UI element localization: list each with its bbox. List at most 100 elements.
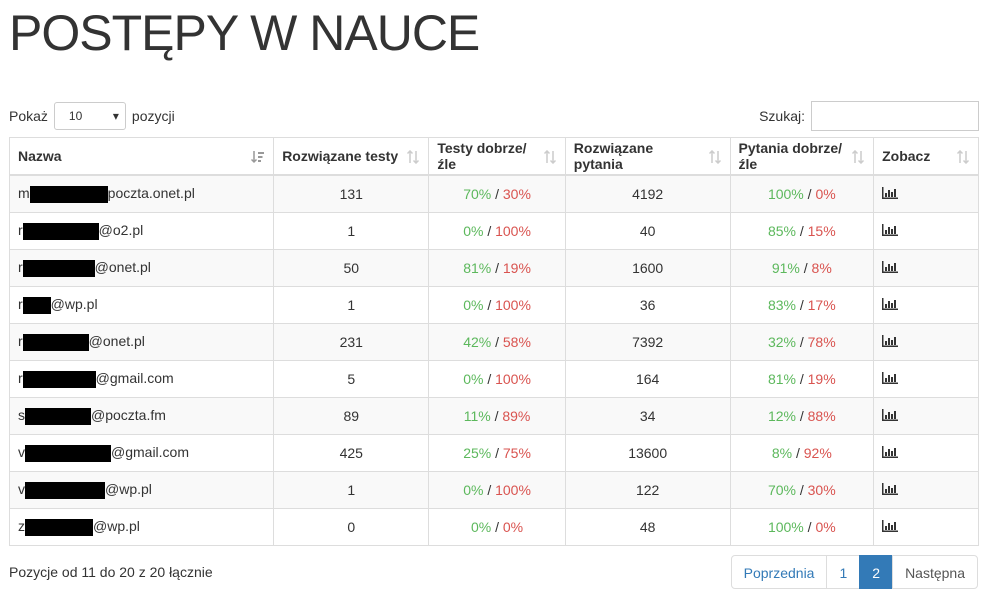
view-stats-icon[interactable] xyxy=(882,260,899,276)
ratio-cell: 0% / 100% xyxy=(428,360,566,398)
email-prefix: r xyxy=(18,333,23,350)
ratio-separator: / xyxy=(495,334,499,350)
ratio-separator: / xyxy=(807,519,812,535)
column-header[interactable]: Rozwiązane pytania xyxy=(564,137,731,176)
questions-count: 122 xyxy=(564,471,731,509)
tests-count: 425 xyxy=(273,434,430,472)
column-header[interactable]: Nazwa xyxy=(8,137,275,176)
bad-percent: 78% xyxy=(807,334,836,350)
view-stats-icon[interactable] xyxy=(882,482,899,498)
ratio-cell: 0% / 100% xyxy=(428,212,566,250)
bad-percent: 19% xyxy=(807,371,836,387)
bad-percent: 100% xyxy=(495,223,531,239)
email-suffix: @gmail.com xyxy=(111,444,190,461)
good-percent: 42% xyxy=(463,334,492,350)
ratio-cell: 85% / 15% xyxy=(729,212,875,250)
ratio-separator: / xyxy=(495,260,499,276)
good-percent: 8% xyxy=(771,445,793,461)
view-stats-icon[interactable] xyxy=(882,445,899,461)
good-percent: 0% xyxy=(463,371,484,387)
view-stats-icon[interactable] xyxy=(882,186,899,202)
page-button[interactable]: Następna xyxy=(892,555,978,589)
column-header[interactable]: Testy dobrze/źle xyxy=(428,137,566,176)
name-cell: v @wp.pl xyxy=(8,471,275,509)
table-row: z @wp.pl 0 0% / 0% 48 100% / 0% xyxy=(8,508,979,546)
ratio-separator: / xyxy=(495,519,499,535)
email-prefix: r xyxy=(18,296,23,313)
name-cell: m poczta.onet.pl xyxy=(8,174,275,213)
view-stats-icon[interactable] xyxy=(882,519,899,535)
page-size-suffix: pozycji xyxy=(131,108,175,124)
email-suffix: @o2.pl xyxy=(98,222,144,239)
search-input[interactable] xyxy=(811,101,979,131)
table-row: r @gmail.com 5 0% / 100% 164 81% / 19% xyxy=(8,360,979,398)
table-info: Pozycje od 11 do 20 z 20 łącznie xyxy=(9,564,213,580)
view-stats-icon[interactable] xyxy=(882,408,899,424)
good-percent: 25% xyxy=(463,445,492,461)
page-button[interactable]: 1 xyxy=(826,555,861,589)
good-percent: 0% xyxy=(463,482,484,498)
bad-percent: 17% xyxy=(807,297,836,313)
ratio-separator: / xyxy=(799,334,804,350)
ratio-separator: / xyxy=(803,260,808,276)
email-prefix: r xyxy=(18,222,23,239)
good-percent: 81% xyxy=(463,260,492,276)
ratio-separator: / xyxy=(495,186,499,202)
email-suffix: @wp.pl xyxy=(105,481,152,498)
ratio-cell: 100% / 0% xyxy=(729,508,875,546)
ratio-separator: / xyxy=(795,445,800,461)
email-prefix: v xyxy=(18,481,25,498)
bad-percent: 88% xyxy=(807,408,836,424)
sort-icon xyxy=(708,149,722,167)
sort-icon xyxy=(406,149,420,167)
email-suffix: @wp.pl xyxy=(50,296,98,313)
name-cell: r @onet.pl xyxy=(8,323,275,361)
view-stats-icon[interactable] xyxy=(882,334,899,350)
redaction xyxy=(25,444,111,462)
good-percent: 81% xyxy=(767,371,796,387)
redaction xyxy=(22,333,89,351)
tests-count: 89 xyxy=(273,397,430,435)
ratio-cell: 11% / 89% xyxy=(428,397,566,435)
good-percent: 11% xyxy=(463,408,491,424)
ratio-separator: / xyxy=(494,408,499,424)
redaction xyxy=(25,407,91,425)
ratio-separator: / xyxy=(799,223,804,239)
search-label: Szukaj: xyxy=(759,108,805,124)
view-cell xyxy=(873,397,979,435)
questions-count: 40 xyxy=(564,212,731,250)
bad-percent: 8% xyxy=(811,260,832,276)
page-title: POSTĘPY W NAUCE xyxy=(9,5,480,61)
tests-count: 1 xyxy=(273,471,430,509)
bad-percent: 19% xyxy=(502,260,531,276)
ratio-separator: / xyxy=(799,482,804,498)
sort-icon xyxy=(851,149,865,167)
sort-icon xyxy=(956,149,970,167)
page-button[interactable]: Poprzednia xyxy=(730,555,828,589)
page-size-select[interactable]: 10 ▾ xyxy=(53,102,126,130)
redaction xyxy=(22,296,51,314)
view-stats-icon[interactable] xyxy=(882,297,899,313)
bad-percent: 92% xyxy=(803,445,832,461)
view-stats-icon[interactable] xyxy=(882,371,899,387)
view-cell xyxy=(873,174,979,213)
ratio-cell: 0% / 0% xyxy=(428,508,566,546)
redaction xyxy=(25,481,105,499)
good-percent: 70% xyxy=(767,482,796,498)
redaction xyxy=(25,518,93,536)
bad-percent: 30% xyxy=(807,482,836,498)
column-title: Rozwiązane testy xyxy=(282,148,399,164)
column-header[interactable]: Zobacz xyxy=(873,137,979,176)
redaction xyxy=(22,370,96,388)
column-header[interactable]: Pytania dobrze/źle xyxy=(729,137,875,176)
bad-percent: 15% xyxy=(807,223,836,239)
table-row: r @wp.pl 1 0% / 100% 36 83% / 17% xyxy=(8,286,979,324)
column-title: Zobacz xyxy=(882,148,931,164)
column-header[interactable]: Rozwiązane testy xyxy=(273,137,430,176)
view-stats-icon[interactable] xyxy=(882,223,899,239)
questions-count: 13600 xyxy=(564,434,731,472)
page-button[interactable]: 2 xyxy=(859,555,894,589)
questions-count: 164 xyxy=(564,360,731,398)
name-cell: r @onet.pl xyxy=(8,249,275,287)
ratio-cell: 83% / 17% xyxy=(729,286,875,324)
